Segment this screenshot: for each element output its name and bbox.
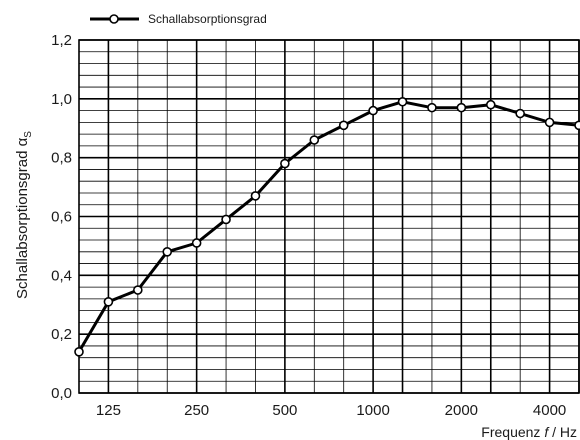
data-point xyxy=(74,347,84,357)
data-point xyxy=(162,247,173,257)
x-tick-labels: 125 250 500 1000 2000 4000 xyxy=(96,402,566,419)
x-axis-label: Frequenz f / Hz xyxy=(481,424,577,440)
data-point xyxy=(309,135,320,145)
data-point xyxy=(456,102,467,113)
data-point xyxy=(515,108,525,119)
y-tick-label: 0,6 xyxy=(51,209,72,226)
legend-marker xyxy=(109,14,119,24)
data-point xyxy=(221,214,231,225)
x-tick-label: 125 xyxy=(96,402,121,419)
x-tick-label: 4000 xyxy=(533,402,566,419)
y-tick-label: 1,0 xyxy=(51,91,72,108)
y-tick-label: 0,2 xyxy=(51,326,72,343)
series xyxy=(74,96,580,357)
data-point xyxy=(133,285,143,295)
grid xyxy=(78,39,580,394)
data-point xyxy=(103,297,114,307)
y-tick-label: 0,8 xyxy=(51,150,72,167)
x-tick-label: 2000 xyxy=(445,402,478,419)
legend: Schallabsorptionsgrad xyxy=(90,12,267,26)
data-point xyxy=(338,120,349,131)
x-tick-label: 250 xyxy=(184,402,209,419)
data-point xyxy=(368,105,378,116)
y-tick-label: 0,4 xyxy=(51,267,72,284)
data-point xyxy=(574,120,580,131)
y-tick-labels: 0,0 0,2 0,4 0,6 0,8 1,0 1,2 xyxy=(51,32,72,402)
data-point xyxy=(544,117,555,128)
data-point xyxy=(427,102,437,113)
data-point xyxy=(397,96,408,107)
y-tick-label: 0,0 xyxy=(51,385,72,402)
x-tick-label: 1000 xyxy=(356,402,389,419)
plot-frame xyxy=(78,39,580,394)
data-point xyxy=(485,99,496,110)
data-point xyxy=(250,191,261,201)
y-axis-label: Schallabsorptionsgrad αS xyxy=(14,131,34,299)
x-tick-label: 500 xyxy=(272,402,297,419)
legend-label: Schallabsorptionsgrad xyxy=(148,12,267,26)
series-line xyxy=(77,100,580,353)
data-point xyxy=(280,158,290,169)
data-point xyxy=(191,238,202,248)
y-tick-label: 1,2 xyxy=(51,32,72,49)
